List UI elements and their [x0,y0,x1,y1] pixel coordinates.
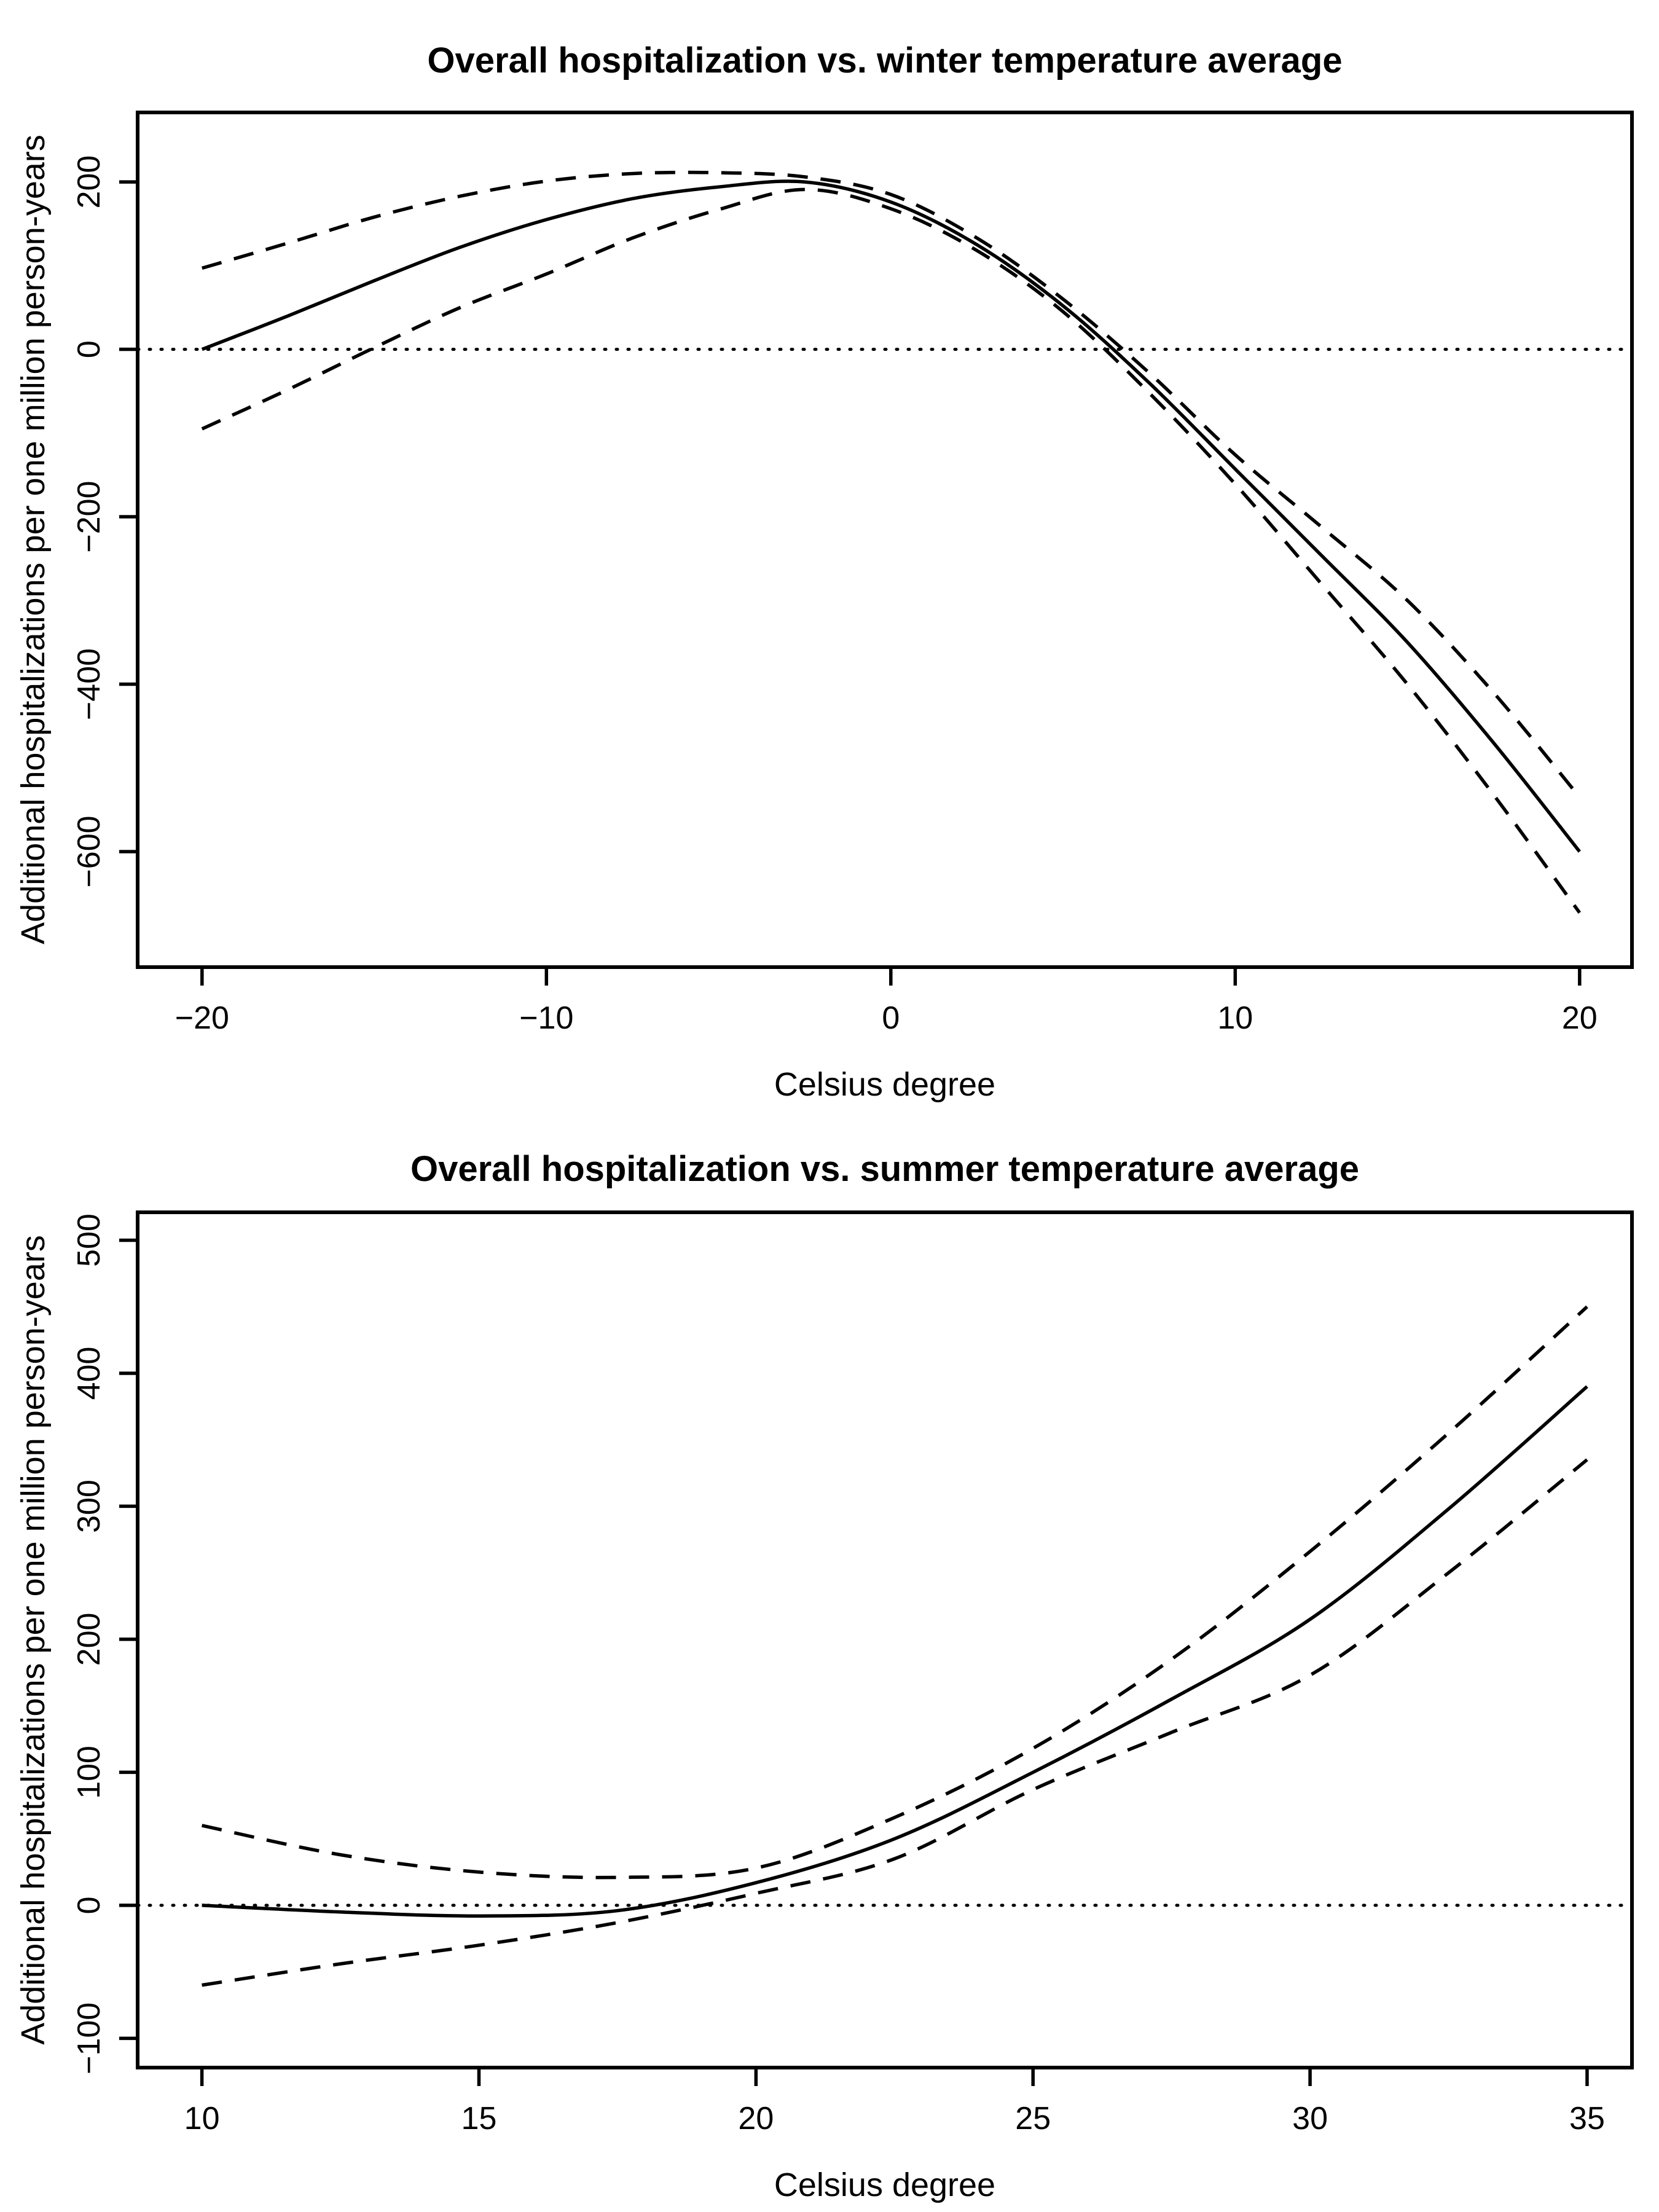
estimate-curve [201,179,1581,853]
lower-confidence-band-curve [202,1458,1588,1987]
x-axis-label: Celsius degree [774,2167,995,2203]
x-tick-label: −10 [519,1000,573,1036]
y-tick-label: −100 [71,2002,107,2074]
plot-box [136,111,1634,969]
x-tick-label: 15 [461,2101,497,2136]
y-tick-label: 200 [71,155,107,209]
winter-chart-panel: Overall hospitalization vs. winter tempe… [15,41,1634,1103]
x-tick-label: 20 [1562,1000,1598,1036]
x-tick-label: 30 [1292,2101,1328,2136]
upper-confidence-band-curve [202,1305,1588,1880]
x-tick-label: 10 [184,2101,220,2136]
y-tick-label: 300 [71,1480,107,1533]
chart-title: Overall hospitalization vs. winter tempe… [427,41,1342,80]
chart-title: Overall hospitalization vs. summer tempe… [410,1149,1359,1189]
x-tick-label: 25 [1015,2101,1051,2136]
y-axis-label: Additional hospitalizations per one mill… [15,1235,52,2045]
winter-chart: Overall hospitalization vs. winter tempe… [15,41,1634,1103]
x-tick-label: 10 [1217,1000,1253,1036]
y-tick-label: 0 [71,1896,107,1914]
x-tick-label: −20 [175,1000,229,1036]
y-tick-label: −200 [71,480,107,552]
plot-box [136,1210,1634,2069]
y-tick-label: 0 [71,340,107,358]
upper-confidence-band-curve [202,170,1581,799]
x-axis-label: Celsius degree [774,1066,995,1103]
y-tick-label: 200 [71,1613,107,1666]
y-tick-label: 100 [71,1746,107,1799]
plot-area: 10 15 20 25 30 35 −100 0 100 200 300 400 500 [71,1210,1634,2136]
summer-chart: Overall hospitalization vs. summer tempe… [15,1149,1634,2203]
y-tick-label: 500 [71,1214,107,1267]
y-tick-label: −600 [71,815,107,887]
y-axis-label: Additional hospitalizations per one mill… [15,135,52,944]
estimate-curve [202,1385,1588,1918]
y-tick-label: −400 [71,648,107,720]
y-tick-label: 400 [71,1347,107,1400]
x-tick-label: 20 [738,2101,774,2136]
summer-chart-panel: Overall hospitalization vs. summer tempe… [0,1106,1659,2212]
x-tick-label: 35 [1569,2101,1605,2136]
lower-confidence-band-curve [201,187,1582,914]
plot-area: −20 −10 0 10 20 −600 −400 −200 0 200 [71,111,1634,1036]
x-tick-label: 0 [882,1000,900,1036]
